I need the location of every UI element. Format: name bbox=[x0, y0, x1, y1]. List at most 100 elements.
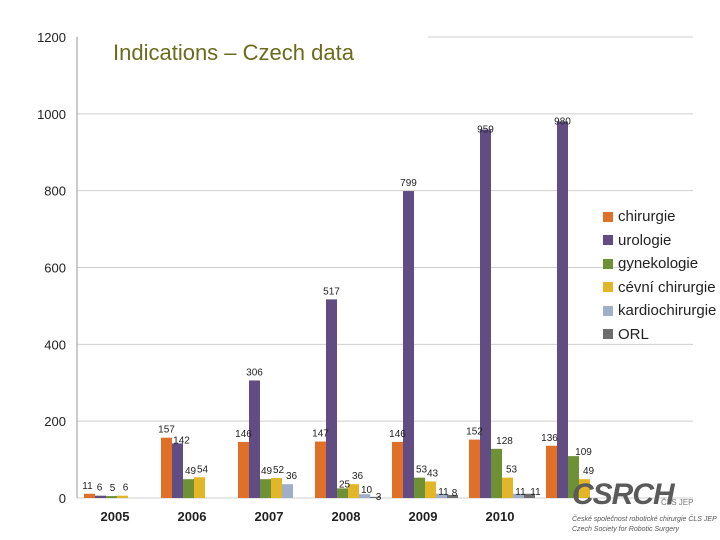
bars bbox=[84, 121, 590, 499]
data-label: 11 bbox=[82, 481, 93, 492]
bar bbox=[315, 441, 326, 498]
x-tick-label: 2006 bbox=[178, 509, 207, 524]
data-label: 799 bbox=[400, 178, 417, 189]
bar bbox=[447, 494, 458, 498]
legend-label: kardiochirurgie bbox=[618, 302, 717, 320]
legend-item: ORL bbox=[603, 323, 716, 347]
legend-item: cévní chirurgie bbox=[603, 276, 716, 300]
y-tick-label: 400 bbox=[44, 337, 66, 352]
data-label: 49 bbox=[185, 466, 197, 477]
data-label: 43 bbox=[427, 468, 439, 479]
x-tick-label: 2010 bbox=[486, 509, 515, 524]
legend-label: urologie bbox=[618, 231, 672, 249]
data-label: 11 bbox=[438, 487, 449, 498]
y-tick-label: 0 bbox=[59, 491, 66, 506]
bar bbox=[491, 448, 502, 498]
bar bbox=[524, 493, 535, 498]
bar bbox=[513, 493, 524, 498]
legend-label: cévní chirurgie bbox=[618, 278, 716, 296]
data-label: 128 bbox=[496, 436, 513, 447]
bar bbox=[502, 477, 513, 498]
bar bbox=[425, 481, 436, 498]
data-label: 11 bbox=[515, 487, 526, 498]
bar bbox=[117, 495, 128, 498]
legend-item: gynekologie bbox=[603, 252, 716, 276]
data-label: 25 bbox=[339, 479, 351, 490]
data-label: 136 bbox=[541, 433, 558, 444]
bar bbox=[480, 129, 491, 498]
title-box bbox=[78, 35, 428, 79]
x-tick-label: 2005 bbox=[101, 509, 130, 524]
axes: 0 200 400 600 800 1000 1200 2005 2006 2007 2008 200… bbox=[37, 30, 514, 524]
y-tick-label: 600 bbox=[44, 261, 66, 276]
x-tick-label: 2007 bbox=[255, 509, 284, 524]
data-label: 54 bbox=[197, 464, 209, 475]
data-label: 517 bbox=[323, 286, 340, 297]
data-label: 10 bbox=[361, 485, 373, 496]
data-label: 49 bbox=[261, 466, 273, 477]
data-label: 6 bbox=[123, 483, 129, 494]
logo-line-english: Czech Society for Robotic Surgery bbox=[572, 526, 679, 533]
data-label: 147 bbox=[312, 429, 329, 440]
y-tick-label: 200 bbox=[44, 414, 66, 429]
chart-title: Indications – Czech data bbox=[113, 40, 354, 65]
bar bbox=[403, 191, 414, 498]
data-label: 52 bbox=[273, 465, 285, 476]
data-label: 36 bbox=[352, 471, 364, 482]
bar bbox=[557, 121, 568, 499]
data-label: 6 bbox=[97, 483, 103, 494]
data-label: 146 bbox=[235, 429, 252, 440]
bar bbox=[194, 477, 205, 498]
y-tick-label: 800 bbox=[44, 184, 66, 199]
bar bbox=[436, 493, 447, 498]
bar bbox=[95, 495, 106, 498]
legend-swatch bbox=[603, 305, 613, 316]
bar bbox=[568, 456, 579, 498]
csrch-logo: CSRCH ČLS JEP České společnost robotické… bbox=[568, 478, 718, 538]
data-label: 36 bbox=[286, 471, 298, 482]
logo-mark: CSRCH bbox=[572, 478, 675, 511]
bar bbox=[282, 484, 293, 498]
data-label: 109 bbox=[575, 447, 592, 458]
bar bbox=[238, 441, 249, 498]
legend-swatch bbox=[603, 282, 613, 293]
data-label: 152 bbox=[466, 427, 483, 438]
bar bbox=[271, 478, 282, 498]
bar bbox=[359, 494, 370, 498]
bar bbox=[260, 479, 271, 498]
legend-item: urologie bbox=[603, 229, 716, 253]
legend-item: chirurgie bbox=[603, 205, 716, 229]
bar bbox=[326, 299, 337, 498]
data-label: 8 bbox=[452, 488, 458, 499]
bar bbox=[348, 484, 359, 498]
legend-label: gynekologie bbox=[618, 255, 699, 273]
legend-swatch bbox=[603, 211, 613, 222]
bar bbox=[161, 437, 172, 498]
data-label: 146 bbox=[389, 429, 406, 440]
y-tick-label: 1200 bbox=[37, 30, 66, 45]
x-tick-label: 2009 bbox=[409, 509, 438, 524]
data-label: 157 bbox=[158, 425, 175, 436]
legend-item: kardiochirurgie bbox=[603, 299, 716, 323]
data-label: 142 bbox=[173, 435, 190, 446]
legend-swatch bbox=[603, 235, 613, 246]
data-label: 959 bbox=[477, 125, 494, 136]
data-label: 53 bbox=[416, 465, 428, 476]
bar bbox=[172, 443, 183, 498]
bar bbox=[106, 496, 117, 498]
x-tick-label: 2008 bbox=[332, 509, 361, 524]
data-labels: 11 157 146 147 146 152 136 6 142 306 517 799 959 980 5… bbox=[82, 117, 594, 503]
bar bbox=[546, 445, 557, 498]
data-label: 53 bbox=[506, 465, 518, 476]
data-label: 306 bbox=[246, 367, 263, 378]
y-tick-label: 1000 bbox=[37, 107, 66, 122]
bar bbox=[337, 488, 348, 498]
bar bbox=[469, 439, 480, 498]
data-label: 49 bbox=[583, 466, 595, 477]
bar bbox=[183, 479, 194, 498]
legend: chirurgie urologie gynekologie cévní chirur… bbox=[603, 205, 716, 346]
legend-swatch bbox=[603, 329, 613, 340]
data-label: 980 bbox=[554, 117, 571, 128]
bar bbox=[414, 477, 425, 498]
